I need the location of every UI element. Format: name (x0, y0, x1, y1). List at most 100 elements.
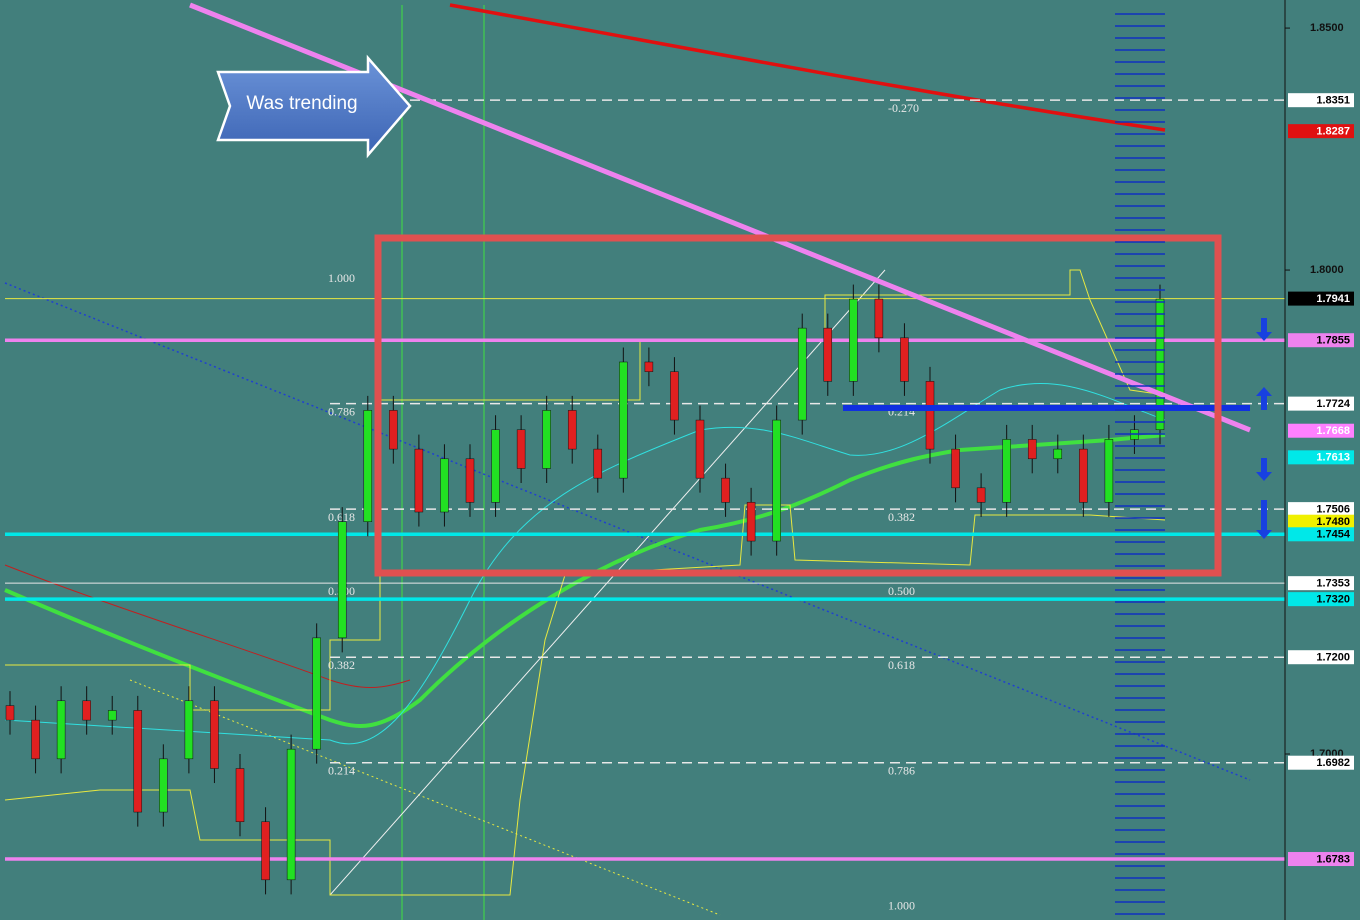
price-label-box (1288, 333, 1354, 348)
price-label: 1.6783 (1316, 853, 1350, 865)
hatch-lines (1115, 13, 1165, 915)
fib-label: 0.786 (328, 404, 355, 418)
price-label-box (1288, 852, 1354, 867)
candle-body (951, 448, 960, 489)
price-label-box (1288, 527, 1354, 542)
price-label-box (1288, 291, 1354, 306)
candle-body (5, 705, 15, 721)
candle-body (925, 381, 935, 450)
y-tick-label: 1.8500 (1310, 22, 1344, 34)
arrow-down (1256, 318, 1272, 341)
candle-body (797, 327, 807, 421)
candle-body (772, 419, 781, 542)
candle-body (976, 487, 986, 503)
candle-body (107, 710, 117, 721)
fib-label: 0.618 (328, 510, 355, 524)
candle-body (644, 361, 654, 372)
trend-line (129, 679, 721, 916)
fib-label: 0.214 (328, 763, 355, 777)
signal-arrows (1256, 318, 1272, 539)
envelope (4, 504, 1166, 896)
candle-body (1002, 439, 1011, 503)
moving-average (4, 382, 1166, 745)
candle-body (363, 410, 373, 522)
annotation-arrow (216, 54, 412, 159)
price-label-box (1288, 450, 1354, 465)
price-label-box (1288, 396, 1354, 411)
candle-body (746, 502, 756, 542)
price-label-box (1288, 124, 1354, 139)
candle-body (823, 327, 833, 382)
price-levels: 1.0000.7860.6180.5000.3820.214-0.2700.21… (5, 99, 1285, 912)
price-label-box (1288, 650, 1354, 665)
price-label-box (1288, 423, 1354, 438)
candle-body (1027, 439, 1037, 460)
price-label-box (1288, 93, 1354, 108)
moving-average (4, 564, 411, 688)
candle-body (440, 458, 449, 513)
fib-label: 1.000 (328, 271, 355, 285)
moving-average (449, 3, 1166, 132)
candle-body (900, 337, 909, 382)
candle-body (721, 477, 730, 503)
fib-label: 0.500 (888, 584, 915, 598)
price-label: 1.7353 (1316, 578, 1350, 590)
candle-body (619, 361, 628, 479)
price-label: 1.8287 (1316, 126, 1350, 138)
price-label-box (1288, 576, 1354, 591)
annotation: Was trending (246, 93, 357, 114)
moving-average (4, 433, 1166, 728)
fib-label: 1.000 (888, 898, 915, 912)
price-label: 1.7941 (1316, 293, 1350, 305)
candle-body (516, 429, 526, 469)
candle-body (542, 410, 551, 469)
candles (5, 284, 1165, 895)
candle-body (567, 410, 577, 450)
price-label: 1.7855 (1316, 335, 1350, 347)
candle-body (1053, 448, 1063, 460)
candle-body (82, 700, 91, 721)
price-label: 1.7454 (1316, 529, 1351, 541)
arrow-down (1256, 458, 1272, 481)
candle-body (1104, 439, 1114, 503)
price-label: 1.7668 (1316, 425, 1350, 437)
price-label: 1.8351 (1316, 95, 1350, 107)
candle-body (414, 448, 424, 513)
candle-body (874, 298, 884, 339)
fib-label: -0.270 (888, 101, 919, 115)
candle-body (1079, 448, 1088, 503)
candle-body (159, 758, 168, 813)
candle-body (1155, 298, 1165, 431)
hatch (1115, 13, 1165, 915)
candle-body (210, 700, 219, 769)
price-label: 1.7506 (1316, 504, 1350, 516)
trend-line (4, 282, 1251, 781)
price-label-box (1288, 592, 1354, 607)
price-label: 1.7480 (1316, 516, 1350, 528)
candle-body (389, 410, 398, 450)
candle-body (235, 768, 245, 823)
candle-body (337, 521, 347, 639)
price-label: 1.7724 (1316, 398, 1351, 410)
candle-body (56, 700, 66, 760)
candle-body (286, 748, 296, 881)
candle-body (312, 637, 321, 750)
axis-labels: 1.85001.80001.70001.83511.82871.79411.78… (1285, 22, 1354, 867)
price-label-box (1288, 755, 1354, 770)
price-label-box (1288, 502, 1354, 517)
candle-body (849, 298, 858, 382)
candle-body (133, 710, 143, 813)
price-label: 1.6982 (1316, 757, 1350, 769)
candle-body (261, 821, 270, 881)
arrow-down (1256, 500, 1272, 539)
candle-body (465, 458, 475, 503)
range-box (374, 234, 1222, 577)
candle-body (31, 719, 40, 760)
arrow-up (1256, 387, 1272, 410)
fib-label: 0.382 (328, 658, 355, 672)
candle-body (695, 419, 705, 479)
fib-label: 0.382 (888, 510, 915, 524)
fib-label: 0.618 (888, 658, 915, 672)
